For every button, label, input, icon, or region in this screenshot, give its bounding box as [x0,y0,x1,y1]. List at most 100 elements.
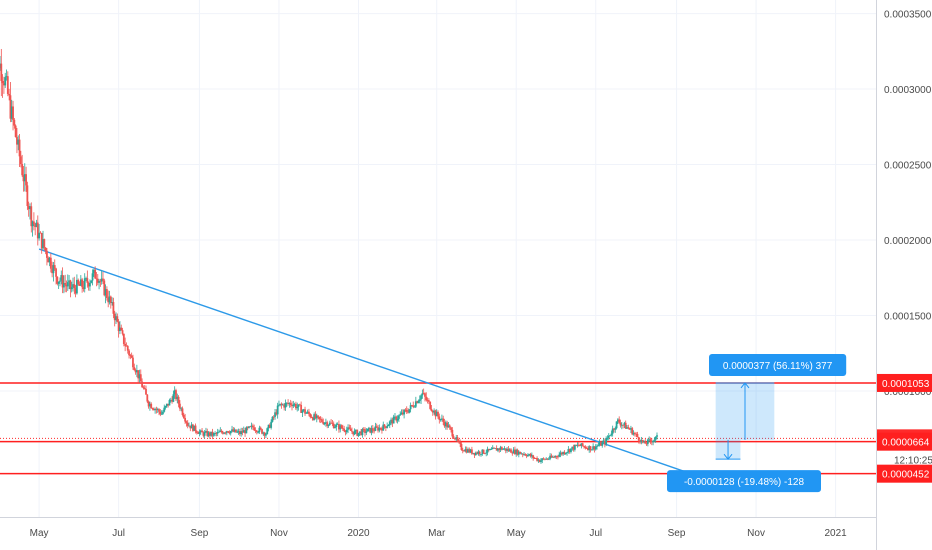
candle-body [29,206,31,210]
candle-body [497,448,499,451]
candle-body [95,278,98,280]
candle-body [263,432,266,436]
candle-body [116,316,119,322]
candle-body [280,403,283,405]
candle-body [262,432,265,434]
candle-body [619,422,622,426]
candle-body [381,428,383,431]
candle-body [173,390,176,395]
candle-body [514,449,516,455]
candle-body [83,278,86,290]
candle-body [119,327,121,332]
candle-body [65,284,68,287]
candle-body [542,458,545,460]
candle-body [42,239,44,249]
candle-body [622,424,625,426]
candle-body [235,429,237,433]
candle-body [374,426,377,431]
candle-body [519,451,522,454]
candle-body [596,445,598,447]
candle-body [365,431,368,433]
candle-body [527,454,529,457]
candle-body [465,449,468,453]
candle-body [21,164,24,176]
candle-body [588,446,591,450]
candle-body [304,409,306,414]
candle-body [362,429,365,430]
candle-body [16,136,18,145]
candle-body [430,408,433,412]
candle-body [408,409,411,413]
candle-body [532,455,535,459]
candle-body [265,434,267,436]
candle-body [468,449,471,453]
measure-label-box[interactable] [667,470,821,493]
candle-body [417,400,420,404]
candle-body [98,280,100,283]
candle-body [322,421,325,425]
grid [0,0,876,517]
candle-body [245,427,248,434]
candle-body [284,402,287,408]
candle-body [632,433,635,435]
candle-body [528,454,531,455]
measurements[interactable]: 0.0000377 (56.11%) 377 -0.0000128 (-19.48… [667,353,847,493]
candle-body [60,275,63,281]
candle-body [418,399,421,401]
candle-body [218,431,220,433]
candle-body [30,206,33,227]
candle-body [609,435,611,436]
candle-body [411,405,413,406]
candle-body [643,441,645,443]
candle-body [111,301,114,304]
candle-body [92,269,95,274]
candle-body [456,437,459,441]
candle-body [275,412,278,415]
candle-body [103,280,106,296]
trendline-segment[interactable] [38,248,692,475]
candle-body [377,427,379,431]
candle-body [373,430,376,432]
candle-body [467,449,469,453]
candle-body [366,428,369,432]
candle-body [115,316,117,321]
time-axis[interactable]: May Jul Sep Nov 2020 Mar May Jul Sep Nov 2021 [0,517,876,550]
candle-body [383,424,386,427]
candle-body [78,284,81,286]
candle-body [587,448,589,450]
candle-body [18,139,21,157]
candle-body [70,287,73,290]
candle-body [223,432,226,434]
candle-body [420,395,422,400]
candle-body [357,432,360,436]
candle-body [635,433,638,435]
trendline[interactable] [38,248,692,475]
candle-body [640,439,643,443]
candle-body [413,406,416,408]
candle-body [390,419,392,422]
candle-body [293,403,296,405]
candle-body [159,411,162,415]
candle-body [455,437,458,440]
candle-body [222,432,224,434]
candle-body [650,441,653,443]
candle-body [44,247,47,251]
candle-body [36,222,39,239]
candle-body [520,453,523,455]
candle-body [549,455,552,459]
candle-body [388,421,391,425]
time-tick-label: Sep [191,528,209,539]
candle-body [26,185,29,207]
candle-body [227,431,230,433]
candle-body [6,76,9,94]
candle-body [618,419,621,423]
candle-body [154,408,157,411]
candle-body [248,426,250,428]
candle-body [429,401,432,409]
candle-body [208,432,211,436]
candle-body [459,441,462,444]
candle-body [8,93,11,96]
candle-body [81,279,84,288]
measure-label-box[interactable] [709,353,847,376]
